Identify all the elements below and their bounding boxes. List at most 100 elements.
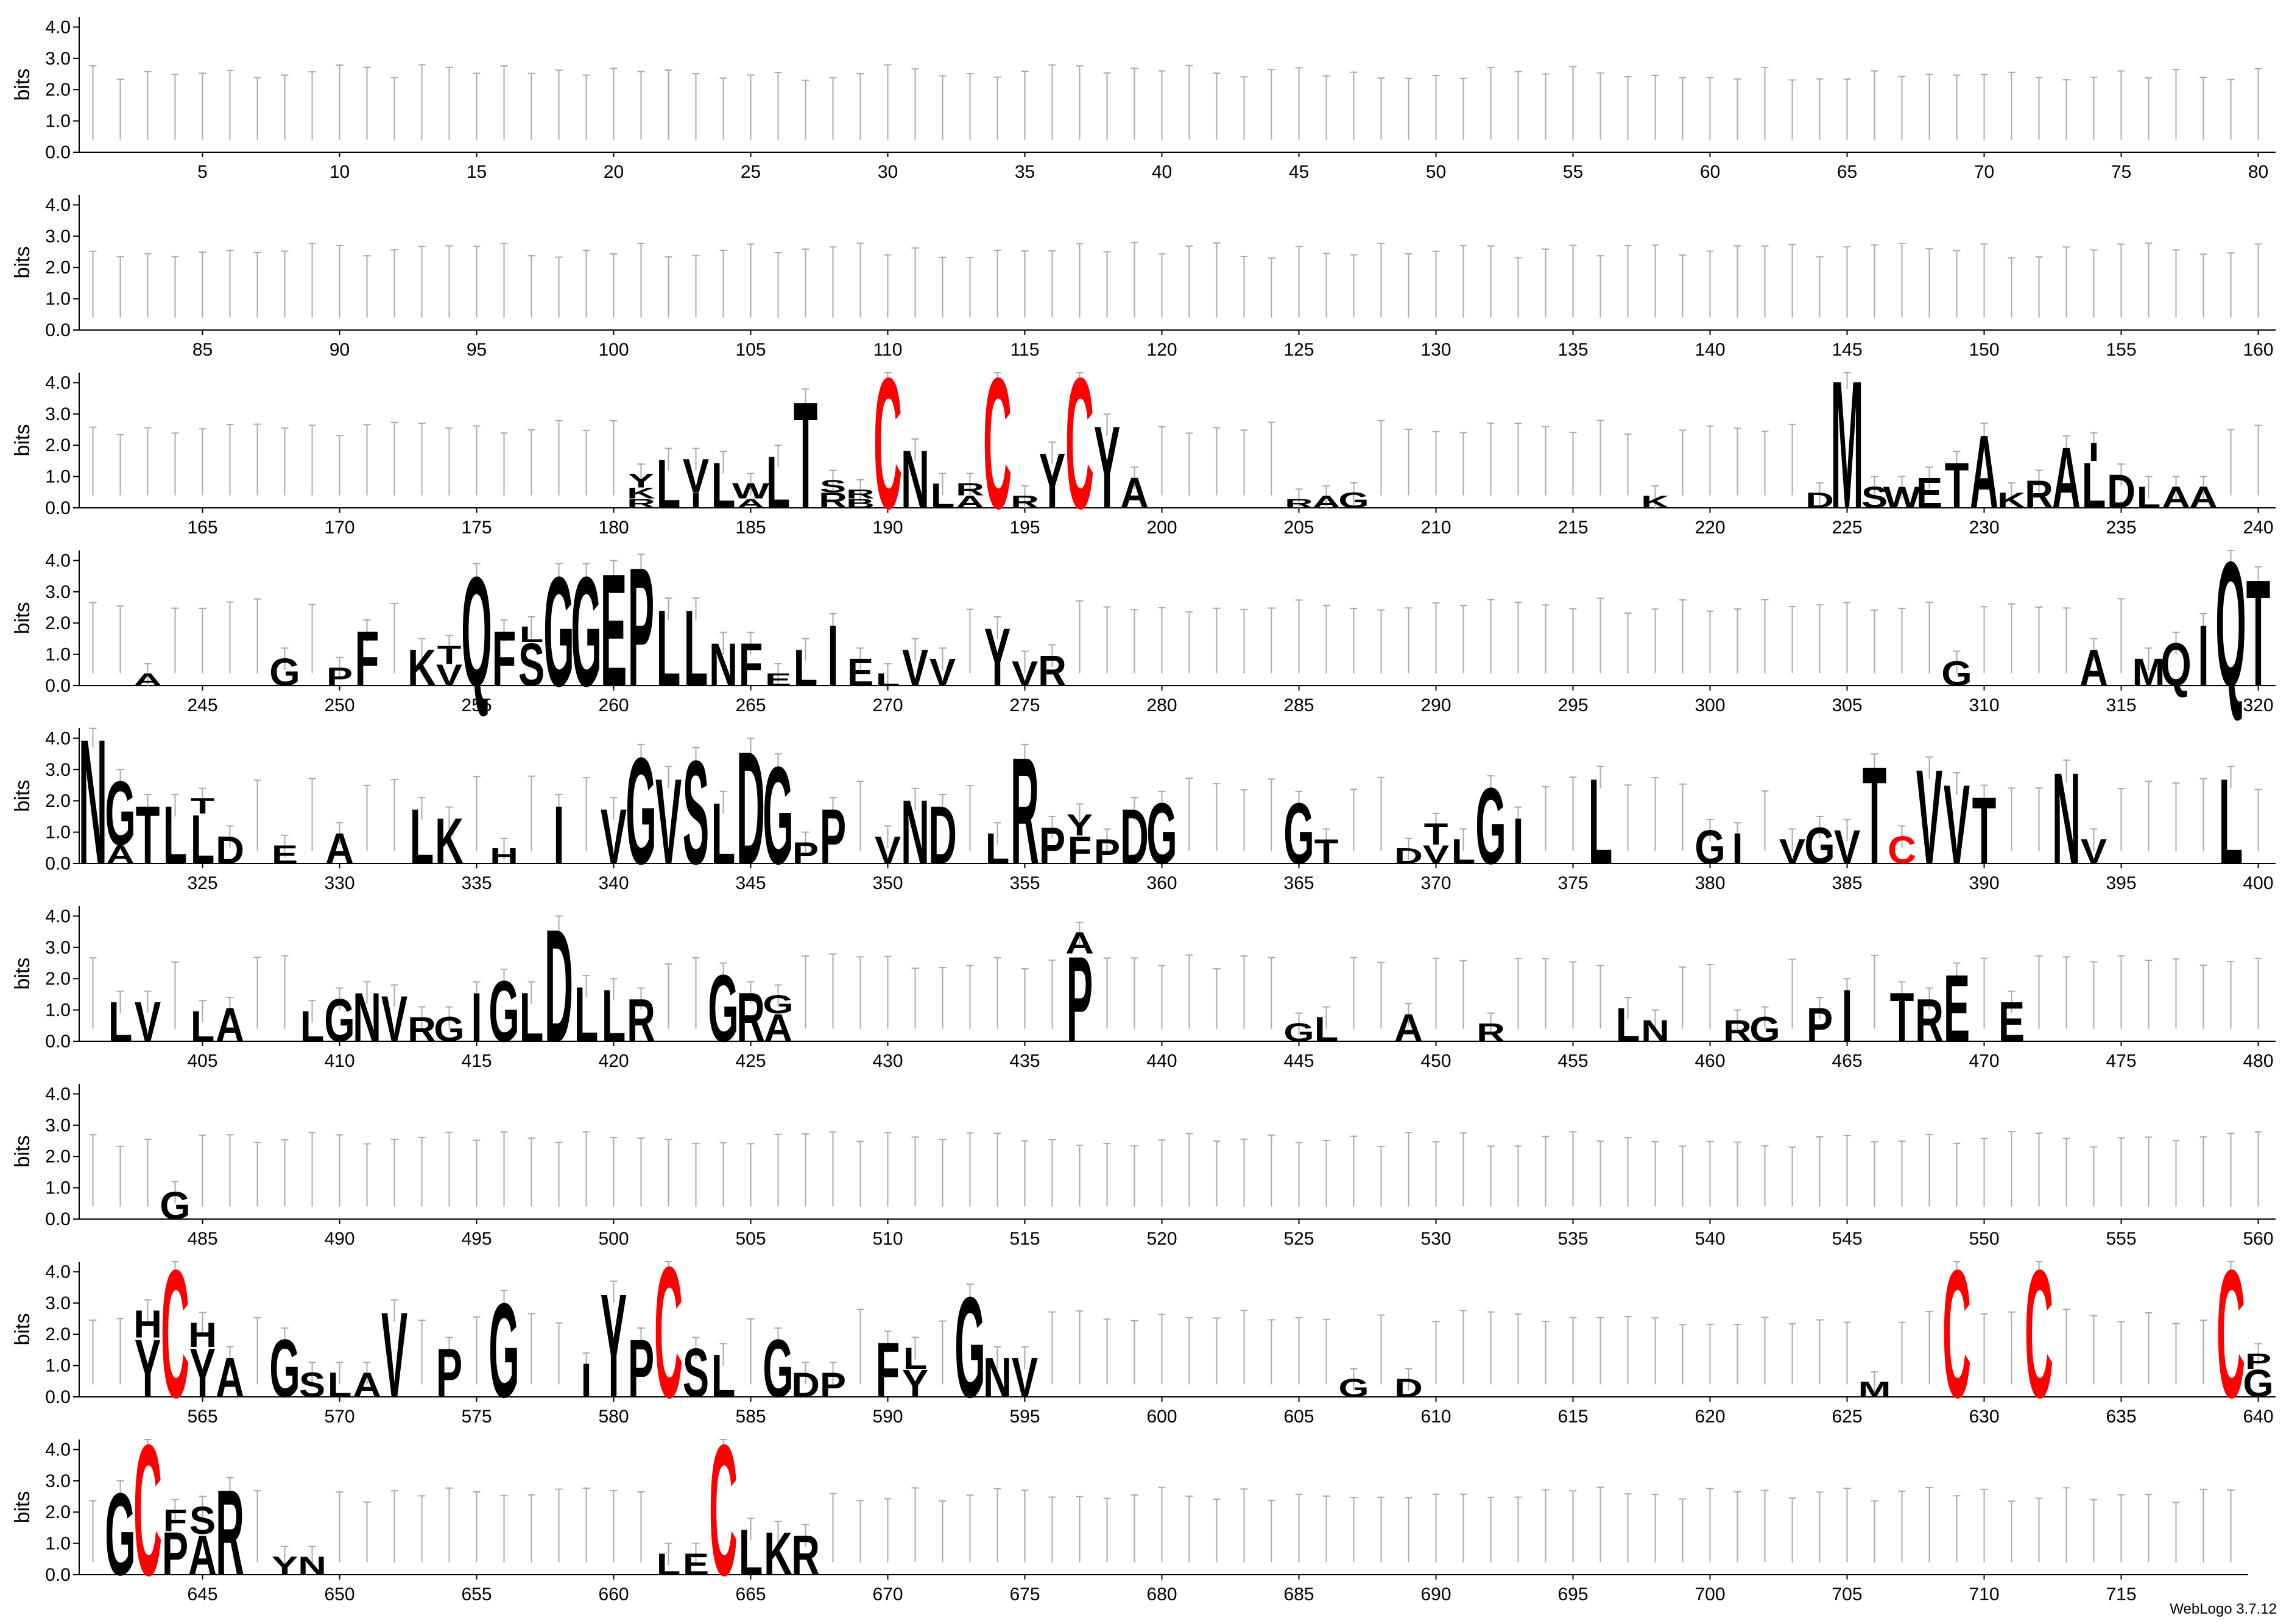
y-axis-label: bits xyxy=(11,1136,34,1168)
x-tick-label: 35 xyxy=(1015,162,1035,182)
letter-stack: A xyxy=(1970,415,1998,530)
logo-letter: V xyxy=(1779,832,1806,871)
y-tick-label: 0.0 xyxy=(45,1387,71,1407)
y-tick-label: 4.0 xyxy=(45,906,71,926)
logo-letter: L xyxy=(657,445,681,523)
logo-letter: P xyxy=(436,1334,462,1412)
logo-letter: T xyxy=(1972,778,1997,884)
letter-stack: PF xyxy=(162,1504,188,1587)
letter-stack: F xyxy=(492,615,517,703)
logo-letter: A xyxy=(1120,469,1149,518)
logo-letter: I xyxy=(1512,804,1523,877)
letter-stack: C xyxy=(1065,339,1094,548)
letter-stack: I xyxy=(580,1354,591,1407)
letter-stack: L xyxy=(2219,754,2243,890)
letter-stack: P xyxy=(820,1366,846,1405)
letter-stack: L xyxy=(328,1366,352,1405)
logo-letter: Y xyxy=(1067,809,1093,842)
y-tick-label: 1.0 xyxy=(45,1178,71,1198)
x-tick-label: 655 xyxy=(461,1584,492,1605)
letter-stack: P xyxy=(1807,999,1833,1052)
logo-letter: Q xyxy=(2160,631,2191,699)
logo-letter: V xyxy=(436,659,463,692)
letter-stack: G xyxy=(324,986,354,1055)
logo-letter: A xyxy=(216,1346,244,1409)
logo-letter: L xyxy=(191,1002,215,1051)
y-tick-label: 2.0 xyxy=(45,613,71,633)
x-tick-label: 450 xyxy=(1420,1051,1451,1071)
y-tick-label: 0.0 xyxy=(45,1209,71,1229)
letter-stack: N xyxy=(2052,745,2081,891)
x-tick-label: 25 xyxy=(741,162,761,182)
logo-letter: S xyxy=(683,729,709,895)
x-tick-label: 510 xyxy=(872,1229,903,1249)
logo-letter: A xyxy=(188,1524,217,1587)
y-tick-label: 2.0 xyxy=(45,1147,71,1167)
logo-letter: N xyxy=(901,781,929,883)
letter-stack: L xyxy=(657,445,681,523)
logo-letter: L xyxy=(191,801,215,879)
y-tick-label: 0.0 xyxy=(45,1565,71,1585)
logo-letter: L xyxy=(711,1342,736,1410)
logo-letter: E xyxy=(272,840,298,869)
letter-stack: L xyxy=(657,588,681,709)
letter-stack: N xyxy=(298,1551,326,1580)
letter-stack: P xyxy=(628,532,654,722)
x-tick-label: 665 xyxy=(735,1584,766,1605)
letter-stack: G xyxy=(1338,489,1369,513)
letter-stack: SL xyxy=(518,623,545,699)
x-tick-label: 580 xyxy=(598,1407,629,1427)
logo-letter: C xyxy=(1065,339,1094,548)
x-tick-label: 660 xyxy=(598,1584,629,1605)
letter-stack: S xyxy=(299,1366,325,1405)
logo-letter: F xyxy=(876,1326,900,1414)
logo-letter: P xyxy=(1067,932,1093,1067)
letter-stack: F xyxy=(739,631,763,699)
logo-letter: I xyxy=(1732,824,1743,873)
x-tick-label: 435 xyxy=(1009,1051,1040,1071)
letter-stack: YH xyxy=(188,1315,217,1411)
logo-letter: P xyxy=(792,837,819,870)
letter-stack: R xyxy=(1038,647,1067,695)
logo-letter: D xyxy=(928,789,957,882)
letter-stack: G xyxy=(269,650,300,694)
logo-letter: D xyxy=(2107,465,2136,518)
y-tick-label: 3.0 xyxy=(45,1116,71,1136)
x-tick-label: 675 xyxy=(1009,1584,1040,1605)
logo-letter: N xyxy=(353,979,381,1056)
logo-letter: R xyxy=(1038,647,1067,695)
x-tick-label: 490 xyxy=(324,1229,354,1249)
y-tick-label: 0.0 xyxy=(45,498,71,518)
letter-stack: D xyxy=(545,896,573,1075)
letter-stack: V xyxy=(1779,832,1806,871)
logo-letter: R xyxy=(407,1010,436,1049)
logo-letter: Y xyxy=(1039,437,1065,525)
letter-stack: G xyxy=(488,1274,519,1425)
x-tick-label: 465 xyxy=(1832,1051,1862,1071)
x-tick-label: 40 xyxy=(1152,162,1172,182)
letter-stack: K xyxy=(407,639,436,697)
logo-letter: L xyxy=(903,1342,928,1376)
letter-stack: E xyxy=(847,650,873,694)
logo-letter: E xyxy=(1998,991,2025,1053)
letter-stack: L xyxy=(1314,1010,1339,1049)
letter-stack: T xyxy=(1972,778,1997,884)
logo-letter: L xyxy=(2137,481,2161,515)
logo-letter: T xyxy=(1890,979,1914,1056)
logo-letter: F xyxy=(492,615,517,703)
logo-letter: A xyxy=(736,496,765,511)
y-tick-label: 3.0 xyxy=(45,1471,71,1491)
logo-letter: A xyxy=(1312,492,1341,511)
logo-letter: P xyxy=(820,793,846,881)
letter-stack: I xyxy=(1841,974,1852,1057)
logo-letter: G xyxy=(2243,1362,2273,1405)
x-tick-label: 540 xyxy=(1695,1229,1725,1249)
x-tick-label: 495 xyxy=(461,1229,492,1249)
letter-stack: AR xyxy=(956,480,984,511)
letter-stack: AW xyxy=(732,479,770,511)
logo-letter: L xyxy=(1451,832,1476,871)
y-tick-label: 1.0 xyxy=(45,645,71,665)
letter-stack: Q xyxy=(2215,524,2246,723)
x-tick-label: 280 xyxy=(1146,695,1177,715)
